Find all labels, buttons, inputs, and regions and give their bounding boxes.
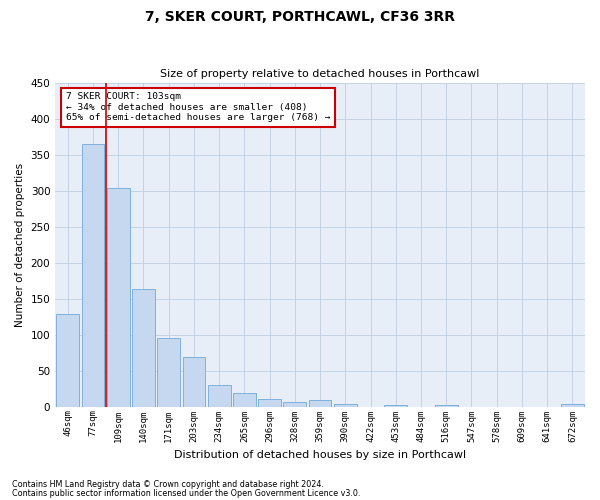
Bar xyxy=(334,404,356,406)
Bar xyxy=(561,404,584,406)
Bar xyxy=(309,400,331,406)
Title: Size of property relative to detached houses in Porthcawl: Size of property relative to detached ho… xyxy=(160,69,480,79)
Bar xyxy=(182,357,205,406)
Bar xyxy=(258,400,281,406)
Text: Contains public sector information licensed under the Open Government Licence v3: Contains public sector information licen… xyxy=(12,488,361,498)
Text: Contains HM Land Registry data © Crown copyright and database right 2024.: Contains HM Land Registry data © Crown c… xyxy=(12,480,324,489)
Bar xyxy=(82,144,104,406)
Y-axis label: Number of detached properties: Number of detached properties xyxy=(15,162,25,326)
Bar xyxy=(132,288,155,406)
Bar xyxy=(385,405,407,406)
Bar xyxy=(208,385,230,406)
Bar xyxy=(56,314,79,406)
X-axis label: Distribution of detached houses by size in Porthcawl: Distribution of detached houses by size … xyxy=(174,450,466,460)
Bar xyxy=(283,402,306,406)
Bar xyxy=(107,188,130,406)
Bar xyxy=(435,405,458,406)
Text: 7 SKER COURT: 103sqm
← 34% of detached houses are smaller (408)
65% of semi-deta: 7 SKER COURT: 103sqm ← 34% of detached h… xyxy=(66,92,330,122)
Bar xyxy=(233,393,256,406)
Text: 7, SKER COURT, PORTHCAWL, CF36 3RR: 7, SKER COURT, PORTHCAWL, CF36 3RR xyxy=(145,10,455,24)
Bar xyxy=(157,338,180,406)
